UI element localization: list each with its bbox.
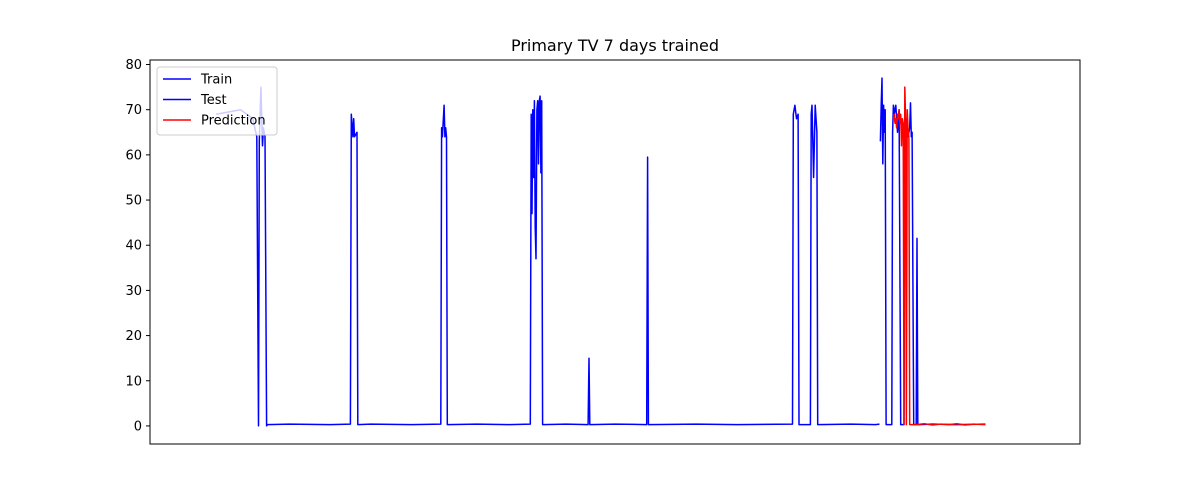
y-tick-label: 10	[125, 374, 142, 389]
y-tick-label: 70	[125, 103, 142, 118]
series-line-prediction	[892, 86, 986, 426]
series-line-test	[879, 77, 986, 426]
y-tick-label: 50	[125, 194, 142, 209]
y-tick-label: 20	[125, 329, 142, 344]
y-axis: 0 10 20 30 40 50 60 70 80	[125, 58, 150, 434]
y-tick-label: 0	[134, 419, 142, 434]
legend-box	[156, 66, 278, 136]
legend-label-prediction: Prediction	[201, 114, 266, 129]
y-tick-label: 30	[125, 284, 142, 299]
legend-label-train: Train	[200, 73, 232, 88]
chart-title: Primary TV 7 days trained	[511, 36, 719, 55]
legend-label-test: Test	[200, 93, 227, 108]
y-tick-label: 40	[125, 239, 142, 254]
plot-area-frame	[149, 59, 1081, 445]
y-tick-label: 60	[125, 148, 142, 163]
legend: Train Test Prediction	[156, 66, 278, 136]
y-tick-label: 80	[125, 58, 142, 73]
series-line-train	[215, 86, 880, 427]
plot-series	[215, 77, 986, 427]
